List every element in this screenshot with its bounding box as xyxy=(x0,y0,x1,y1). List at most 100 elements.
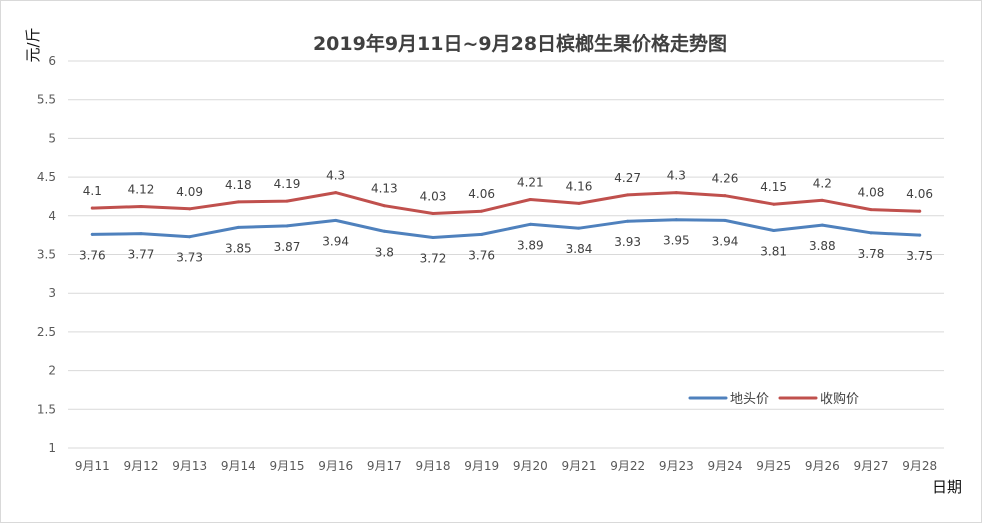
series-1-point xyxy=(139,205,143,209)
series-line-0 xyxy=(90,218,922,239)
series-1-data-label: 4.06 xyxy=(906,187,933,201)
series-0-data-label: 3.93 xyxy=(614,235,641,249)
series-line-1 xyxy=(90,191,922,215)
x-tick-label: 9月27 xyxy=(854,459,889,473)
x-tick-label: 9月18 xyxy=(416,459,451,473)
series-0-point xyxy=(869,231,873,235)
series-1-point xyxy=(918,209,922,213)
series-0-point xyxy=(90,232,94,236)
series-0-data-label: 3.94 xyxy=(712,234,739,248)
x-tick-label: 9月24 xyxy=(708,459,743,473)
y-tick-label: 5.5 xyxy=(37,93,56,107)
x-tick-label: 9月11 xyxy=(75,459,110,473)
y-tick-label: 3.5 xyxy=(37,248,56,262)
series-0-point xyxy=(285,224,289,228)
series-1-point xyxy=(674,191,678,195)
series-0-data-label: 3.95 xyxy=(663,234,690,248)
x-tick-label: 9月14 xyxy=(221,459,256,473)
x-tick-label: 9月19 xyxy=(464,459,499,473)
chart-title: 2019年9月11日~9月28日槟榔生果价格走势图 xyxy=(313,32,727,55)
series-0-data-label: 3.87 xyxy=(274,240,301,254)
series-1-data-label: 4.3 xyxy=(326,169,345,183)
series-1-point xyxy=(480,209,484,213)
series-0-data-label: 3.94 xyxy=(322,234,349,248)
y-tick-label: 2 xyxy=(48,364,56,378)
y-tick-label: 1 xyxy=(48,441,56,455)
legend-entry-0: 地头价 xyxy=(730,392,769,407)
series-0-point xyxy=(139,232,143,236)
series-lines xyxy=(90,191,922,239)
x-axis-ticks: 9月11 9月12 9月13 9月14 9月15 9月16 9月17 9月18 9月19 9月20… xyxy=(75,459,937,473)
series-0-point xyxy=(674,218,678,222)
series-1-point xyxy=(869,208,873,212)
series-1-data-label: 4.1 xyxy=(83,184,102,198)
legend: 地头价 收购价 xyxy=(688,391,859,407)
series-0-data-label: 3.89 xyxy=(517,238,544,252)
series-0-data-label: 3.76 xyxy=(468,248,495,262)
y-tick-label: 2.5 xyxy=(37,325,56,339)
series-0-point xyxy=(480,232,484,236)
series-0-point xyxy=(577,226,581,230)
series-1-data-label: 4.18 xyxy=(225,178,252,192)
grid-lines xyxy=(68,60,944,449)
series-0-data-label: 3.73 xyxy=(176,251,203,265)
series-1-data-label: 4.21 xyxy=(517,176,544,190)
series-1-point xyxy=(382,204,386,208)
y-tick-label: 4 xyxy=(48,209,56,223)
x-tick-label: 9月21 xyxy=(562,459,597,473)
series-1-data-label: 4.06 xyxy=(468,187,495,201)
series-1-point xyxy=(431,211,435,215)
series-0-point xyxy=(334,218,338,222)
y-tick-label: 3 xyxy=(48,286,56,300)
x-tick-label: 9月16 xyxy=(318,459,353,473)
series-1-data-label: 4.16 xyxy=(566,179,593,193)
series-0-data-label: 3.84 xyxy=(566,242,593,256)
series-0-point xyxy=(431,235,435,239)
x-tick-label: 9月15 xyxy=(270,459,305,473)
series-0-point xyxy=(236,225,240,229)
series-1-data-label: 4.19 xyxy=(274,177,301,191)
x-axis-label: 日期 xyxy=(932,478,962,496)
series-0-data-label: 3.76 xyxy=(79,248,106,262)
x-tick-label: 9月13 xyxy=(172,459,207,473)
series-0-data-label: 3.8 xyxy=(375,245,394,259)
series-0-point xyxy=(918,233,922,237)
legend-entry-1: 收购价 xyxy=(820,391,859,407)
series-1-data-label: 4.3 xyxy=(667,169,686,183)
series-1-data-label: 4.03 xyxy=(420,189,447,203)
data-labels: 3.76 3.77 3.73 3.85 3.87 3.94 3.8 3.72 3.76 3.89 3… xyxy=(79,169,933,266)
series-1-point xyxy=(626,193,630,197)
series-0-point xyxy=(188,235,192,239)
series-1-data-label: 4.08 xyxy=(858,186,885,200)
series-1-data-label: 4.12 xyxy=(128,183,155,197)
x-tick-label: 9月17 xyxy=(367,459,402,473)
series-0-point xyxy=(820,223,824,227)
y-tick-label: 1.5 xyxy=(37,402,56,416)
series-0-data-label: 3.78 xyxy=(858,247,885,261)
series-1-data-label: 4.15 xyxy=(760,180,787,194)
x-tick-label: 9月22 xyxy=(610,459,645,473)
x-tick-label: 9月20 xyxy=(513,459,548,473)
series-0-point xyxy=(528,222,532,226)
x-tick-label: 9月26 xyxy=(805,459,840,473)
series-1-point xyxy=(577,201,581,205)
series-0-data-label: 3.88 xyxy=(809,239,836,253)
series-1-point xyxy=(723,194,727,198)
series-0-point xyxy=(772,229,776,233)
series-1-data-label: 4.2 xyxy=(813,176,832,190)
x-tick-label: 9月25 xyxy=(756,459,791,473)
series-0-data-label: 3.75 xyxy=(906,249,933,263)
y-tick-label: 6 xyxy=(48,54,56,68)
series-1-point xyxy=(285,199,289,203)
series-1-data-label: 4.26 xyxy=(712,172,739,186)
series-1-data-label: 4.13 xyxy=(371,182,398,196)
series-0-point xyxy=(626,219,630,223)
y-tick-label: 4.5 xyxy=(37,170,56,184)
y-tick-label: 5 xyxy=(48,131,56,145)
y-axis-label: 元/斤 xyxy=(24,27,42,62)
series-1-point xyxy=(236,200,240,204)
series-0-point xyxy=(382,229,386,233)
x-tick-label: 9月23 xyxy=(659,459,694,473)
